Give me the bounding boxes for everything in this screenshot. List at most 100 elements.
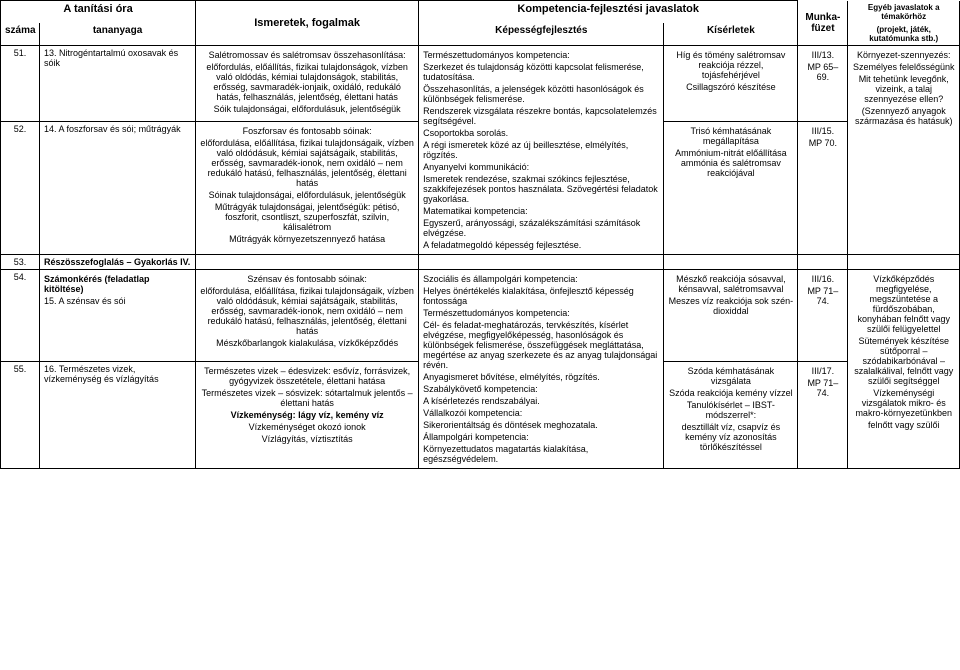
text: Tanulókísérlet – IBST-módszerrel*: — [668, 400, 793, 420]
cell-munka: III/13. MP 65–69. — [798, 45, 848, 121]
text: Vállalkozói kompetencia: — [423, 408, 659, 418]
text: előfordulása, előállítása, fizikai tulaj… — [200, 138, 414, 188]
text: Sütemények készítése sütőporral – szódab… — [852, 336, 955, 386]
text: III/13. — [802, 50, 843, 60]
text: A feladatmegoldó képesség fejlesztése. — [423, 240, 659, 250]
text: III/16. — [802, 274, 843, 284]
text: MP 71–74. — [802, 286, 843, 306]
text: desztillált víz, csapvíz és kemény víz a… — [668, 422, 793, 452]
text: Számonkérés (feladatlap kitöltése) — [44, 274, 191, 294]
text: Környezettudatos magatartás kialakítása,… — [423, 444, 659, 464]
text: Matematikai kompetencia: — [423, 206, 659, 216]
text: Híg és tömény salétromsav reakciója rézz… — [668, 50, 793, 80]
cell-ismeretek: Foszforsav és fontosabb sóinak: előfordu… — [196, 121, 419, 254]
cell-ismeretek: Természetes vizek – édesvizek: esővíz, f… — [196, 362, 419, 468]
text: Részösszefoglalás – Gyakorlás IV. — [44, 257, 190, 267]
text: Foszforsav és fontosabb sóinak: — [200, 126, 414, 136]
text: Környezet-szennyezés: — [852, 50, 955, 60]
cell-kiserletek: Szóda kémhatásának vizsgálata Szóda reak… — [664, 362, 798, 468]
cell-tananyag: Részösszefoglalás – Gyakorlás IV. — [40, 254, 196, 269]
cell-kiserletek: Trisó kémhatásának megállapítása Ammóniu… — [664, 121, 798, 254]
text: Szerkezet és tulajdonság közötti kapcsol… — [423, 62, 659, 82]
hdr-ismeretek: Ismeretek, fogalmak — [196, 1, 419, 46]
text: Anyagismeret bővítése, elmélyítés, rögzí… — [423, 372, 659, 382]
text: Természetes vizek – sósvizek: sótartalmu… — [200, 388, 414, 408]
hdr-munka: Munka-füzet — [798, 1, 848, 46]
text: 15. A szénsav és sói — [44, 296, 191, 306]
cell-kiserletek: Mészkő reakciója sósavval, kénsavval, sa… — [664, 269, 798, 362]
hdr-tananyaga: tananyaga — [40, 23, 196, 46]
cell-munka — [798, 254, 848, 269]
text: felnőtt vagy szülői — [852, 420, 955, 430]
hdr-kepesseg: Képességfejlesztés — [419, 23, 664, 46]
table-row: 53. Részösszefoglalás – Gyakorlás IV. — [1, 254, 960, 269]
cell-tananyag: 16. Természetes vizek, vízkeménység és v… — [40, 362, 196, 468]
hdr-egyeb-sub: (projekt, játék, kutatómunka stb.) — [848, 23, 960, 46]
curriculum-table: A tanítási óra Ismeretek, fogalmak Kompe… — [0, 0, 960, 469]
text: Vízlágyítás, víztisztítás — [200, 434, 414, 444]
hdr-egyeb: Egyéb javaslatok a témakörhöz — [848, 1, 960, 23]
text: Sikerorientáltság és döntések meghozatal… — [423, 420, 659, 430]
hdr-tanitasi: A tanítási óra — [1, 1, 196, 23]
text: MP 70. — [802, 138, 843, 148]
cell-szama: 53. — [1, 254, 40, 269]
text: Rendszerek vizsgálata részekre bontás, k… — [423, 106, 659, 126]
text: III/17. — [802, 366, 843, 376]
cell-egyeb: Vízkőképződés megfigyelése, megszüntetés… — [848, 269, 960, 468]
text: Állampolgári kompetencia: — [423, 432, 659, 442]
text: MP 65–69. — [802, 62, 843, 82]
text: Szénsav és fontosabb sóinak: — [200, 274, 414, 284]
text: Meszes víz reakciója sok szén-dioxiddal — [668, 296, 793, 316]
text: Cél- és feladat-meghatározás, tervkészít… — [423, 320, 659, 370]
text: III/15. — [802, 126, 843, 136]
cell-szama: 51. — [1, 45, 40, 121]
cell-munka: III/16. MP 71–74. — [798, 269, 848, 362]
text: Ismeretek rendezése, szakmai szókincs fe… — [423, 174, 659, 204]
cell-kepesseg — [419, 254, 664, 269]
header-row-1: A tanítási óra Ismeretek, fogalmak Kompe… — [1, 1, 960, 23]
text: (Szennyező anyagok származása és hatásuk… — [852, 106, 955, 126]
text: Természettudományos kompetencia: — [423, 50, 659, 60]
text: Sóik tulajdonságai, előfordulásuk, jelen… — [200, 104, 414, 114]
cell-tananyag: 13. Nitrogéntartalmú oxosavak és sóik — [40, 45, 196, 121]
cell-kiserletek: Híg és tömény salétromsav reakciója rézz… — [664, 45, 798, 121]
text: Salétromossav és salétromsav összehasonl… — [200, 50, 414, 60]
text: Helyes önértékelés kialakítása, önfejles… — [423, 286, 659, 306]
text: Műtrágyák tulajdonságai, jelentőségük: p… — [200, 202, 414, 232]
cell-szama: 54. — [1, 269, 40, 362]
text: Szóda reakciója kemény vízzel — [668, 388, 793, 398]
text: Vízkőképződés megfigyelése, megszüntetés… — [852, 274, 955, 334]
table-row: 54. Számonkérés (feladatlap kitöltése) 1… — [1, 269, 960, 362]
cell-tananyag: 14. A foszforsav és sói; műtrágyák — [40, 121, 196, 254]
text: Szociális és állampolgári kompetencia: — [423, 274, 659, 284]
text: Természettudományos kompetencia: — [423, 308, 659, 318]
cell-ismeretek: Salétromossav és salétromsav összehasonl… — [196, 45, 419, 121]
text: Vízkeménység: lágy víz, kemény víz — [200, 410, 414, 420]
text: előfordulása, előállítása, fizikai tulaj… — [200, 286, 414, 336]
text: Szóda kémhatásának vizsgálata — [668, 366, 793, 386]
text: Trisó kémhatásának megállapítása — [668, 126, 793, 146]
text: Csoportokba sorolás. — [423, 128, 659, 138]
text: Mészkőbarlangok kialakulása, vízkőképződ… — [200, 338, 414, 348]
text: Anyanyelvi kommunikáció: — [423, 162, 659, 172]
text: Műtrágyák környezetszennyező hatása — [200, 234, 414, 244]
text: Csillagszóró készítése — [668, 82, 793, 92]
cell-kiserletek — [664, 254, 798, 269]
cell-egyeb: Környezet-szennyezés: Személyes felelőss… — [848, 45, 960, 254]
text: Vízkeménységet okozó ionok — [200, 422, 414, 432]
cell-kepesseg: Természettudományos kompetencia: Szerkez… — [419, 45, 664, 254]
text: Természetes vizek – édesvizek: esővíz, f… — [200, 366, 414, 386]
text: Személyes felelősségünk — [852, 62, 955, 72]
text: Szabálykövető kompetencia: — [423, 384, 659, 394]
cell-kepesseg: Szociális és állampolgári kompetencia: H… — [419, 269, 664, 468]
text: A régi ismeretek közé az új beillesztése… — [423, 140, 659, 160]
text: MP 71–74. — [802, 378, 843, 398]
hdr-kiserletek: Kísérletek — [664, 23, 798, 46]
cell-munka: III/15. MP 70. — [798, 121, 848, 254]
text: A kísérletezés rendszabályai. — [423, 396, 659, 406]
text: Vízkeménységi vizsgálatok mikro- és makr… — [852, 388, 955, 418]
cell-ismeretek: Szénsav és fontosabb sóinak: előfordulás… — [196, 269, 419, 362]
text: Számonkérés (feladatlap kitöltése) — [44, 274, 150, 294]
cell-egyeb — [848, 254, 960, 269]
cell-szama: 55. — [1, 362, 40, 468]
